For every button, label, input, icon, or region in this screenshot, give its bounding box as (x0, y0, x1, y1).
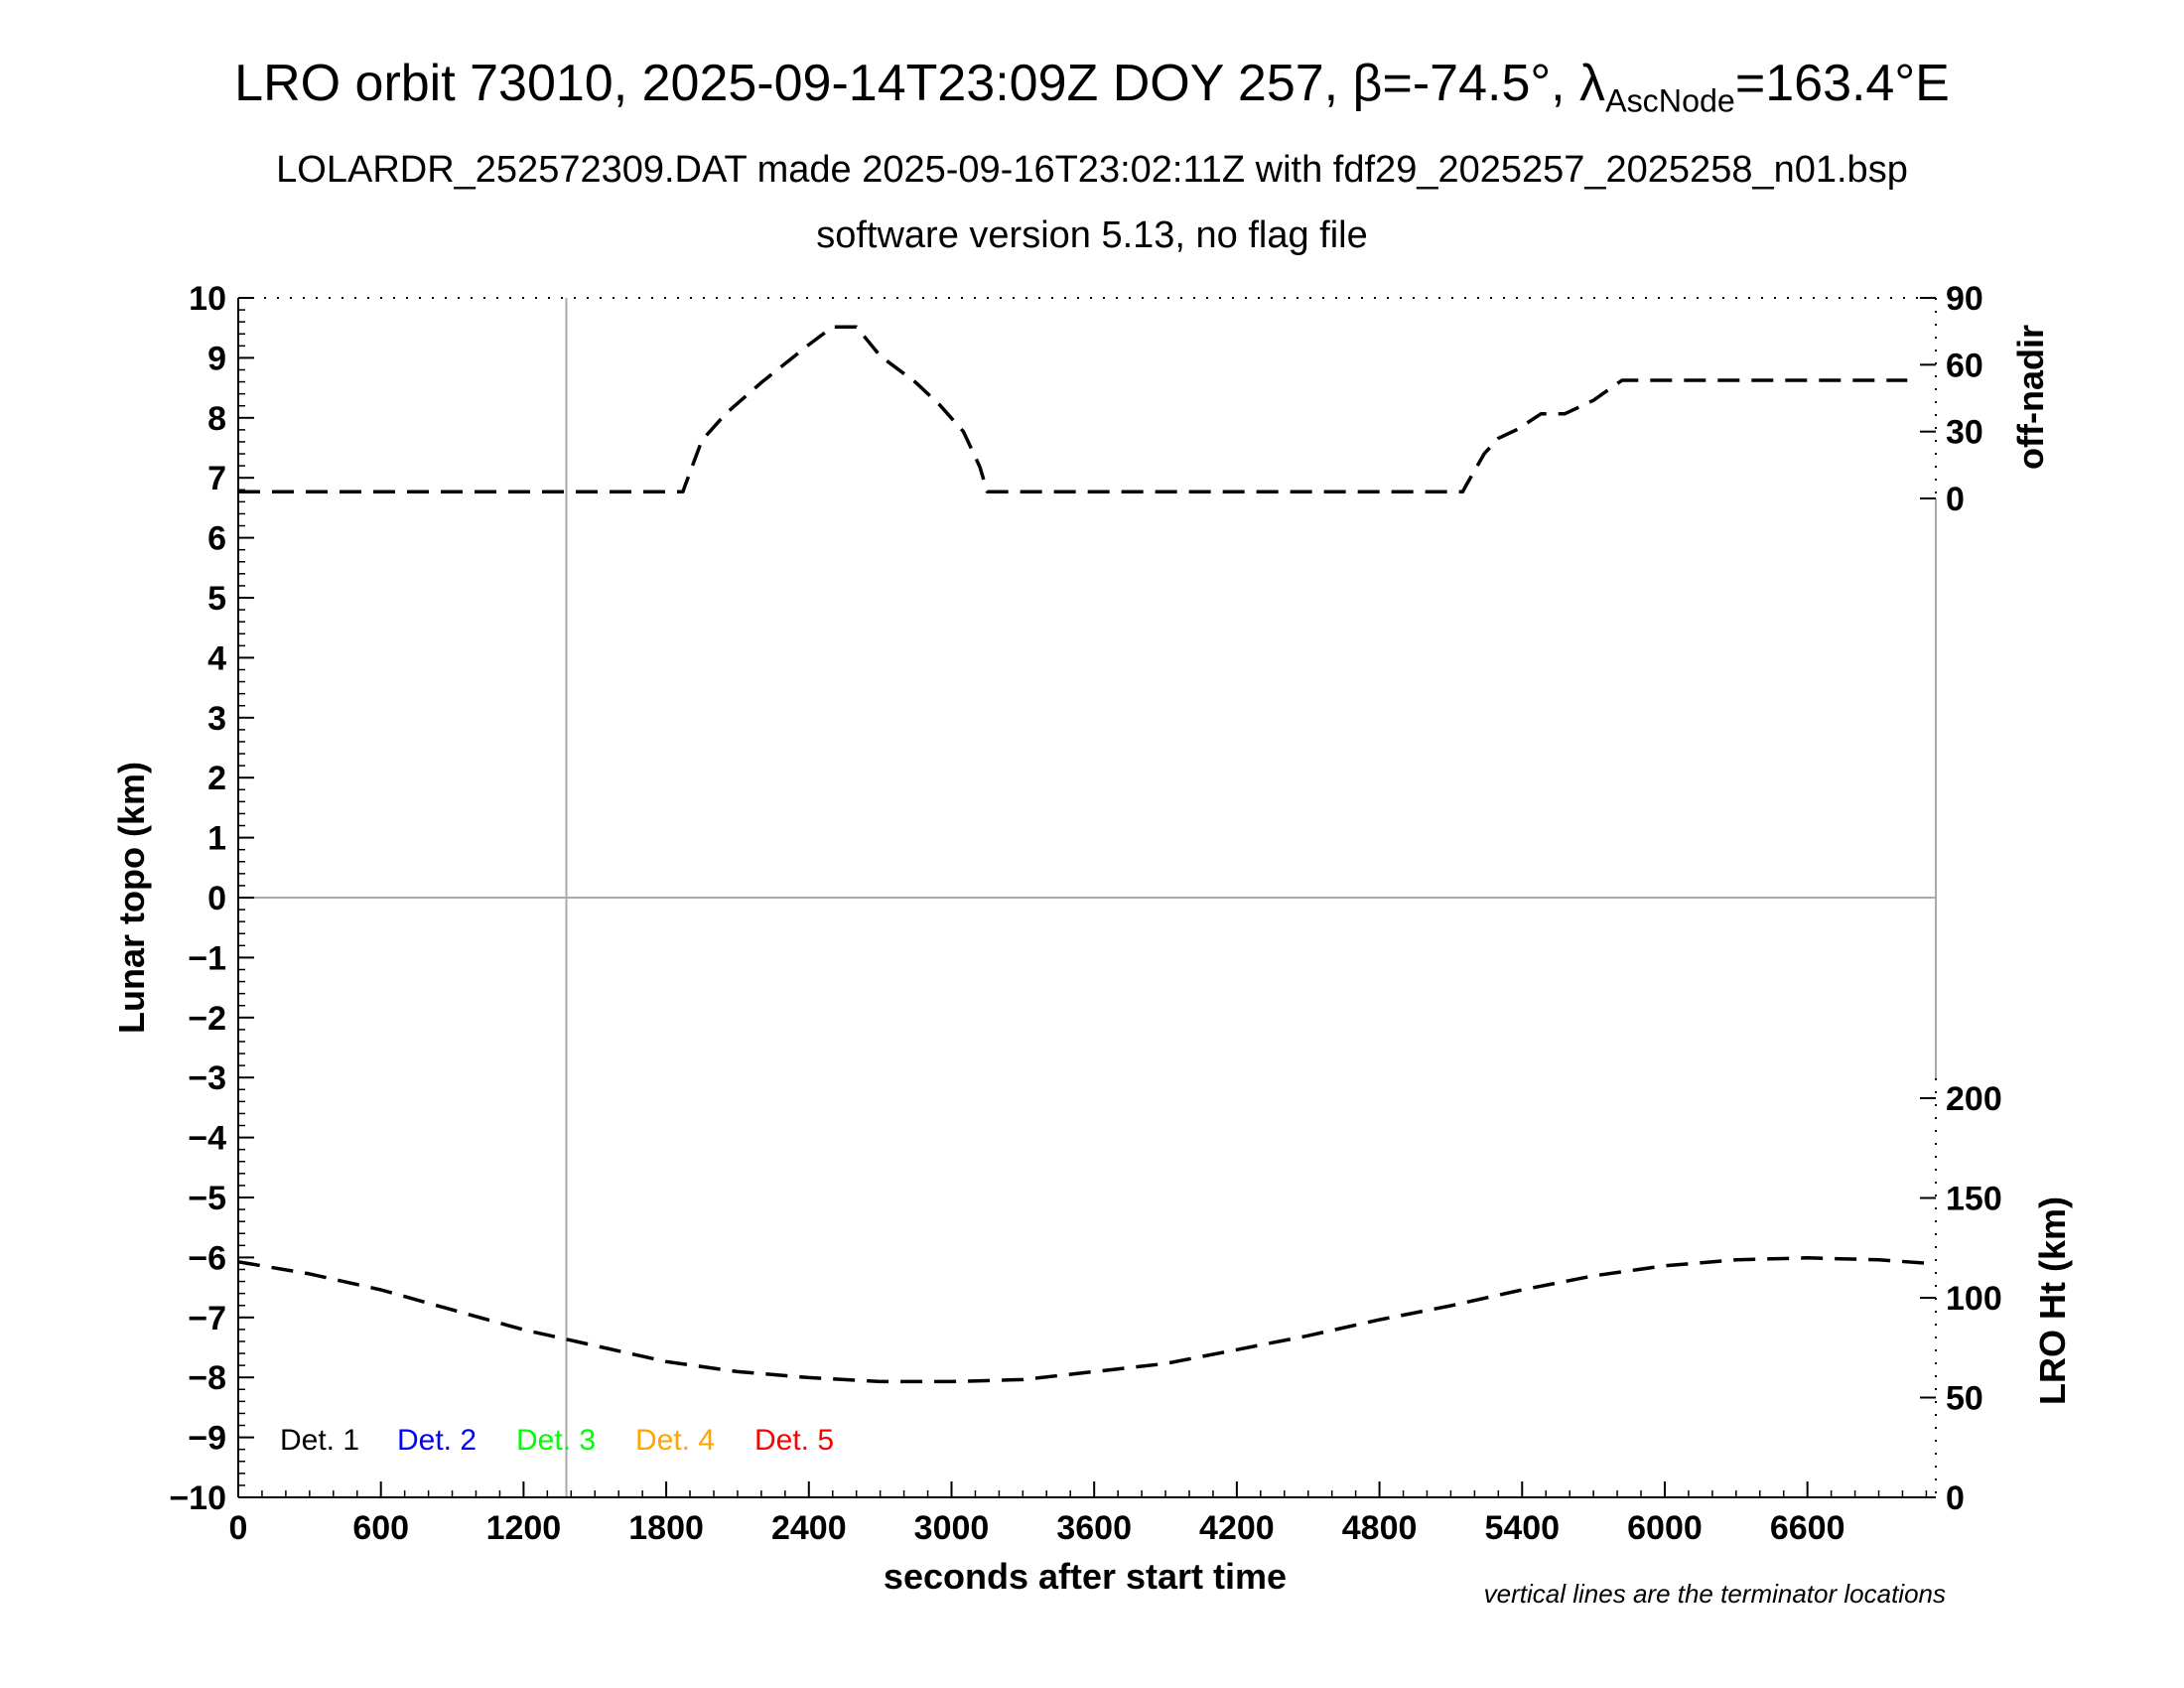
legend-entry-3: Det. 3 (516, 1424, 596, 1457)
y-left-tick-label: −8 (188, 1359, 226, 1397)
y-left-tick-label: −5 (188, 1180, 226, 1217)
offnadir-axis-label: off-nadir (2010, 325, 2051, 470)
terminator-footnote: vertical lines are the terminator locati… (1483, 1579, 1946, 1609)
legend-entry-5: Det. 5 (754, 1424, 834, 1457)
x-tick-label: 4800 (1342, 1509, 1418, 1547)
x-tick-label: 2400 (771, 1509, 847, 1547)
x-tick-label: 1200 (486, 1509, 562, 1547)
x-tick-label: 5400 (1484, 1509, 1560, 1547)
y-left-tick-label: −4 (188, 1120, 226, 1158)
y-left-tick-label: 5 (207, 580, 226, 618)
y-left-tick-label: −7 (188, 1300, 226, 1337)
chart-title: LRO orbit 73010, 2025-09-14T23:09Z DOY 2… (234, 55, 1950, 119)
height-tick-label: 100 (1946, 1280, 2002, 1318)
legend-entry-1: Det. 1 (280, 1424, 359, 1457)
offnadir-tick-label: 30 (1946, 414, 1983, 452)
y-left-tick-label: 7 (207, 460, 226, 497)
x-axis-label: seconds after start time (884, 1556, 1287, 1597)
x-tick-label: 0 (229, 1509, 248, 1547)
y-left-tick-label: 2 (207, 760, 226, 797)
height-tick-label: 200 (1946, 1080, 2002, 1118)
x-tick-label: 6600 (1770, 1509, 1845, 1547)
y-left-tick-label: 10 (189, 280, 226, 318)
y-left-tick-label: −1 (188, 939, 226, 977)
offnadir-series-line (238, 325, 1908, 494)
legend-entry-2: Det. 2 (397, 1424, 477, 1457)
height-axis-label: LRO Ht (km) (2032, 1196, 2073, 1405)
y-left-tick-label: −10 (169, 1479, 226, 1517)
x-tick-label: 600 (352, 1509, 409, 1547)
lro-height-series-line (237, 1256, 1937, 1384)
height-tick-label: 150 (1946, 1181, 2002, 1218)
legend-entry-4: Det. 4 (635, 1424, 715, 1457)
offnadir-tick-label: 90 (1946, 280, 1983, 318)
y-left-tick-label: 3 (207, 700, 226, 738)
x-tick-label: 3000 (914, 1509, 990, 1547)
y-left-tick-label: 1 (207, 820, 226, 858)
x-tick-label: 4200 (1199, 1509, 1275, 1547)
height-tick-label: 0 (1946, 1479, 1965, 1517)
y-left-tick-label: 4 (207, 639, 226, 677)
y-left-tick-label: −3 (188, 1059, 226, 1097)
height-tick-label: 50 (1946, 1380, 1983, 1418)
chart-subtitle-software: software version 5.13, no flag file (816, 214, 1368, 256)
y-left-tick-label: 6 (207, 520, 226, 558)
offnadir-tick-label: 60 (1946, 347, 1983, 384)
y-left-tick-label: 0 (207, 880, 226, 917)
y-left-tick-label: 9 (207, 340, 226, 377)
chart-subtitle-file: LOLARDR_252572309.DAT made 2025-09-16T23… (276, 149, 1908, 191)
y-left-axis-label: Lunar topo (km) (111, 762, 152, 1034)
offnadir-tick-label: 0 (1946, 481, 1965, 518)
y-left-tick-label: −6 (188, 1239, 226, 1277)
x-tick-label: 6000 (1627, 1509, 1703, 1547)
y-left-tick-label: −9 (188, 1420, 226, 1458)
x-tick-label: 3600 (1056, 1509, 1132, 1547)
y-left-tick-label: −2 (188, 1000, 226, 1038)
x-tick-label: 1800 (628, 1509, 704, 1547)
y-left-tick-label: 8 (207, 400, 226, 438)
